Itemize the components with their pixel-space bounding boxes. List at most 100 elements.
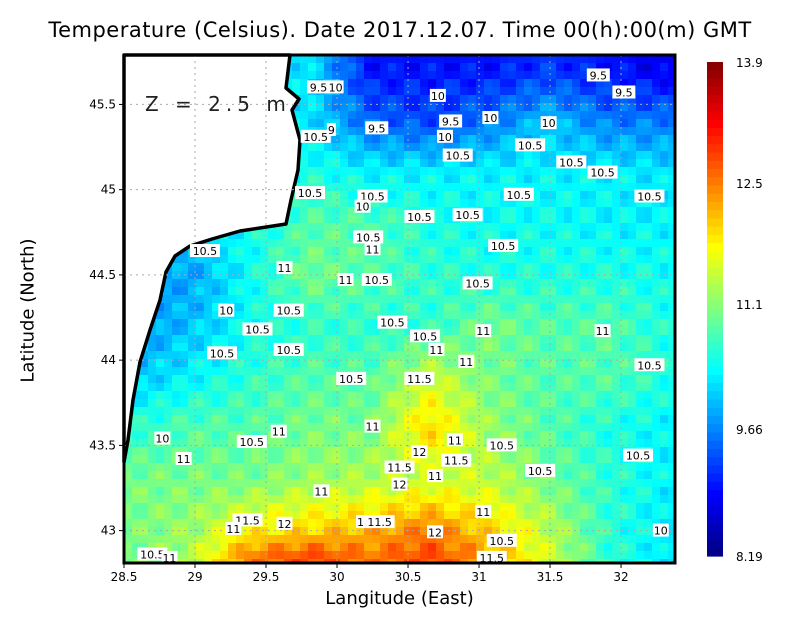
heatmap-cell [660, 167, 668, 175]
heatmap-cell [220, 279, 228, 287]
heatmap-cell [220, 423, 228, 431]
heatmap-cell [620, 543, 628, 551]
heatmap-cell [436, 431, 444, 439]
heatmap-cell [452, 167, 460, 175]
heatmap-cell [604, 111, 612, 119]
contour-label: 10.5 [462, 276, 493, 290]
heatmap-cell [436, 103, 444, 111]
heatmap-cell [540, 495, 548, 503]
heatmap-cell [364, 255, 372, 263]
heatmap-cell [412, 271, 420, 279]
heatmap-cell [420, 479, 428, 487]
heatmap-cell [388, 231, 396, 239]
heatmap-cell [428, 559, 436, 563]
heatmap-cell [324, 463, 332, 471]
heatmap-cell [652, 79, 660, 87]
heatmap-cell [300, 447, 308, 455]
colorbar-tick-label: 9.66 [736, 423, 763, 437]
heatmap-cell [380, 135, 388, 143]
heatmap-cell [516, 375, 524, 383]
heatmap-cell [300, 455, 308, 463]
heatmap-cell [324, 279, 332, 287]
heatmap-cell [300, 495, 308, 503]
heatmap-cell [444, 55, 452, 63]
heatmap-cell [196, 351, 204, 359]
heatmap-cell [452, 343, 460, 351]
heatmap-cell [468, 511, 476, 519]
heatmap-cell [508, 279, 516, 287]
heatmap-cell [420, 463, 428, 471]
heatmap-cell [252, 455, 260, 463]
heatmap-cell [428, 511, 436, 519]
heatmap-cell [252, 287, 260, 295]
heatmap-cell [660, 559, 668, 563]
x-tick-label: 29.5 [253, 570, 280, 584]
heatmap-cell [508, 135, 516, 143]
heatmap-cell [316, 439, 324, 447]
heatmap-cell [604, 199, 612, 207]
heatmap-cell [508, 495, 516, 503]
heatmap-cell [612, 551, 620, 559]
heatmap-cell [164, 327, 172, 335]
heatmap-cell [348, 239, 356, 247]
heatmap-cell [196, 439, 204, 447]
heatmap-cell [332, 551, 340, 559]
heatmap-cell [604, 335, 612, 343]
heatmap-cell [420, 551, 428, 559]
heatmap-cell [580, 95, 588, 103]
heatmap-cell [476, 519, 484, 527]
heatmap-cell [356, 255, 364, 263]
heatmap-cell [324, 431, 332, 439]
heatmap-cell [572, 95, 580, 103]
heatmap-cell [532, 447, 540, 455]
heatmap-cell [364, 527, 372, 535]
heatmap-cell [580, 367, 588, 375]
contour-label-bg [427, 525, 444, 539]
heatmap-cell [500, 479, 508, 487]
heatmap-cell [588, 455, 596, 463]
heatmap-cell [212, 519, 220, 527]
heatmap-cell [580, 87, 588, 95]
heatmap-cell [380, 495, 388, 503]
heatmap-cell [580, 183, 588, 191]
contour-label: 10.5 [634, 189, 665, 203]
heatmap-cell [652, 151, 660, 159]
heatmap-cell [500, 111, 508, 119]
heatmap-cell [484, 207, 492, 215]
colorbar-segment [707, 399, 723, 409]
heatmap-cell [292, 447, 300, 455]
heatmap-cell [276, 407, 284, 415]
heatmap-cell [588, 175, 596, 183]
heatmap-cell [548, 319, 556, 327]
heatmap-cell [300, 111, 308, 119]
heatmap-cell [236, 351, 244, 359]
heatmap-cell [340, 175, 348, 183]
heatmap-cell [636, 183, 644, 191]
heatmap-cell [308, 407, 316, 415]
contour-label: 11 [475, 324, 492, 338]
heatmap-cell [516, 327, 524, 335]
heatmap-cell [204, 391, 212, 399]
heatmap-cell [620, 175, 628, 183]
heatmap-cell [180, 287, 188, 295]
heatmap-cell [156, 343, 164, 351]
heatmap-cell [596, 319, 604, 327]
heatmap-cell [468, 63, 476, 71]
heatmap-cell [412, 351, 420, 359]
heatmap-cell [572, 471, 580, 479]
heatmap-cell [668, 87, 675, 95]
heatmap-cell [324, 559, 332, 563]
heatmap-cell [540, 279, 548, 287]
heatmap-cell [356, 415, 364, 423]
heatmap-cell [572, 183, 580, 191]
heatmap-cell [556, 503, 564, 511]
contour-label: 10.5 [486, 438, 517, 452]
heatmap-cell [660, 455, 668, 463]
heatmap-cell [380, 167, 388, 175]
heatmap-cell [500, 199, 508, 207]
heatmap-cell [628, 215, 636, 223]
heatmap-cell [468, 183, 476, 191]
contour-label-text: 10.5 [559, 156, 584, 169]
heatmap-cell [460, 423, 468, 431]
heatmap-cell [476, 431, 484, 439]
